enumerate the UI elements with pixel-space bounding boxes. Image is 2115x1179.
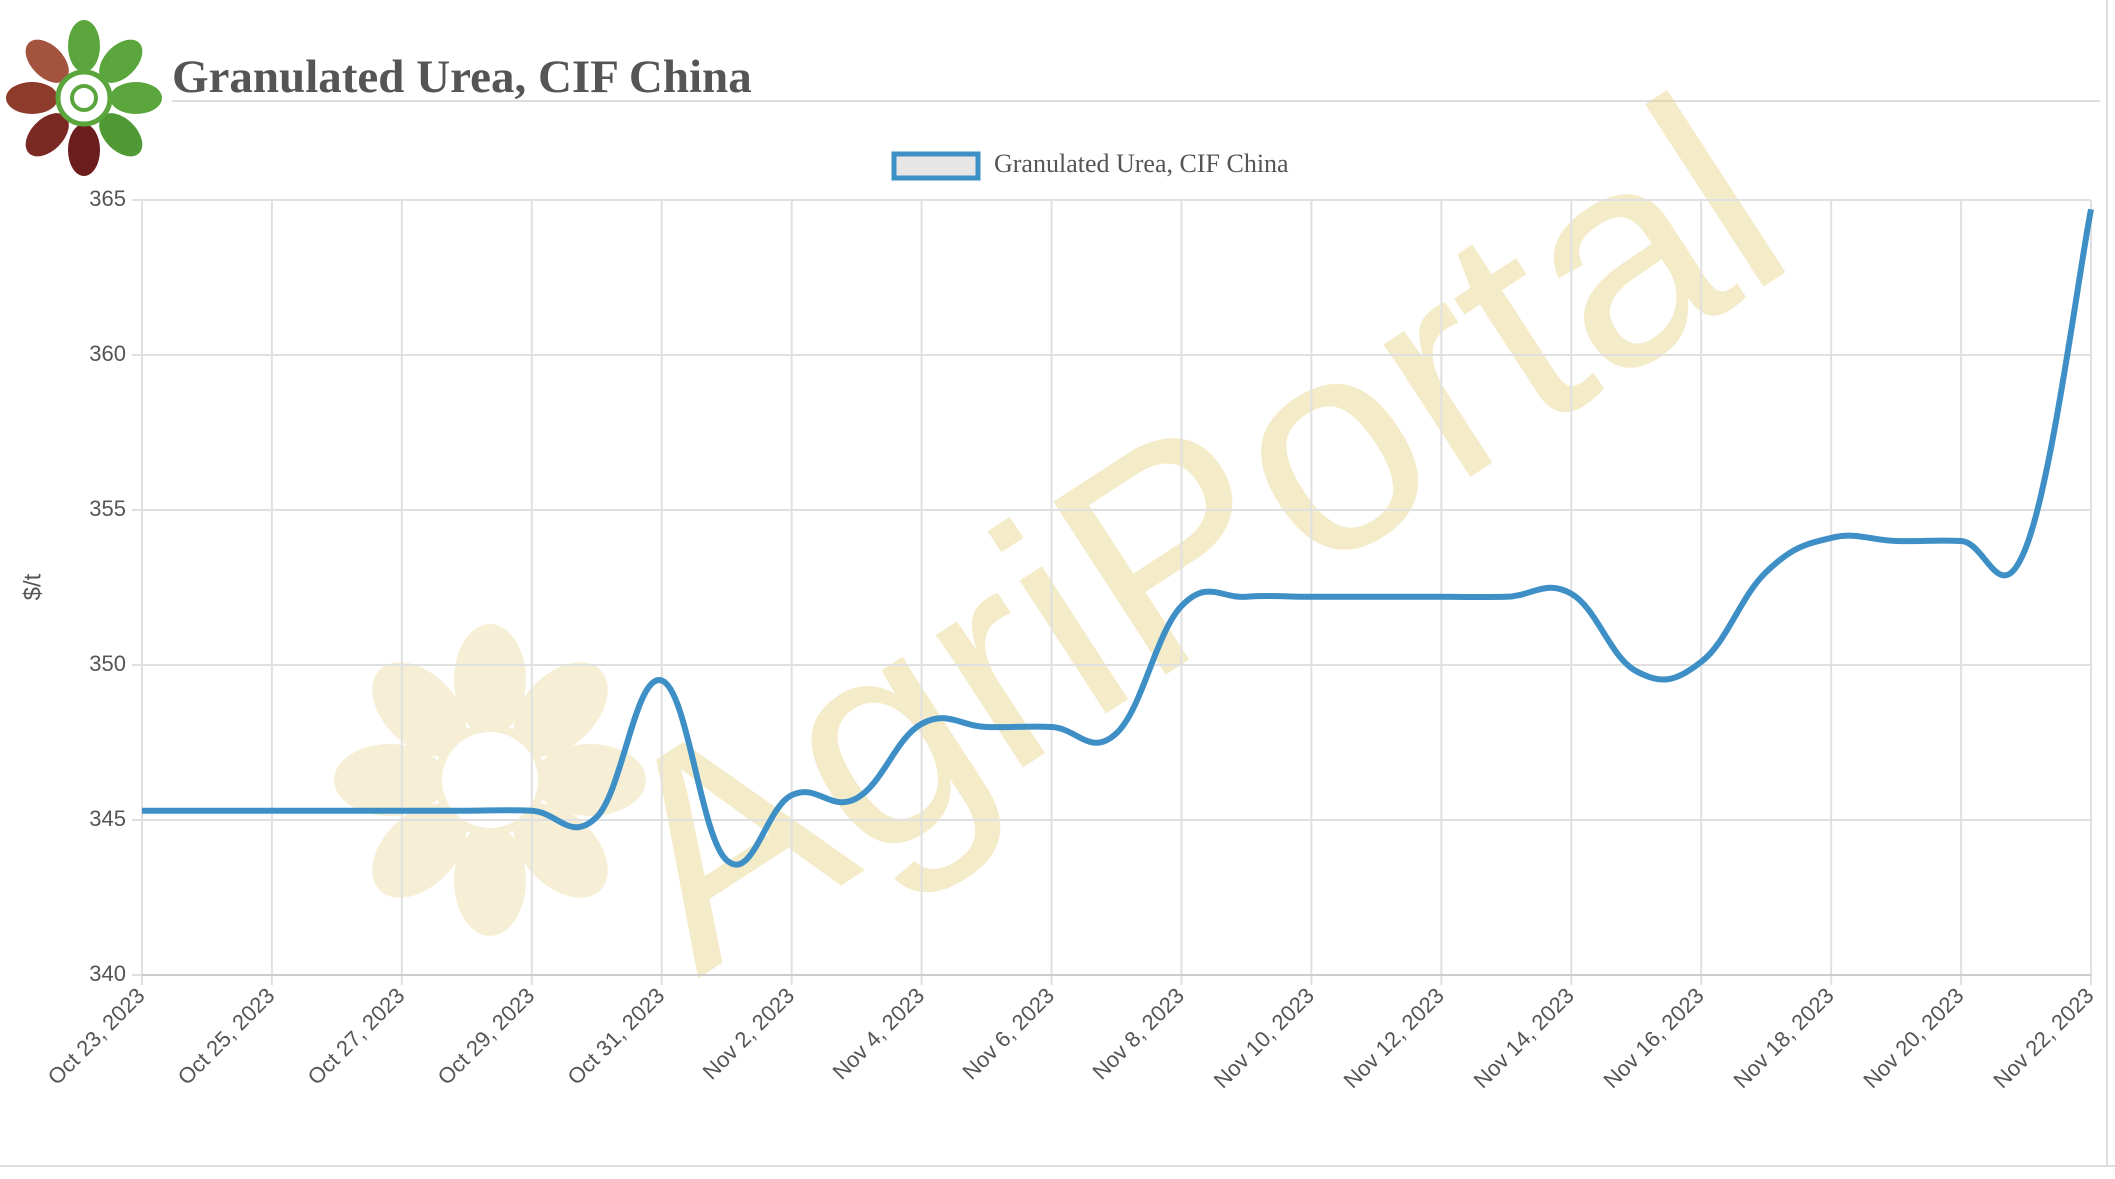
watermark-logo xyxy=(334,624,646,936)
logo xyxy=(6,20,162,176)
legend-swatch xyxy=(891,151,981,181)
legend-label: Granulated Urea, CIF China xyxy=(994,149,1289,178)
chart-title: Granulated Urea, CIF China xyxy=(172,51,752,103)
y-tick-label: 350 xyxy=(89,651,126,676)
y-tick-label: 360 xyxy=(89,341,126,366)
y-tick-label: 355 xyxy=(89,496,126,521)
y-tick-label: 345 xyxy=(89,806,126,831)
y-tick-label: 365 xyxy=(89,186,126,211)
y-tick-label: 340 xyxy=(89,961,126,986)
y-axis-label: $/t xyxy=(19,573,46,600)
line-series xyxy=(142,208,2094,868)
